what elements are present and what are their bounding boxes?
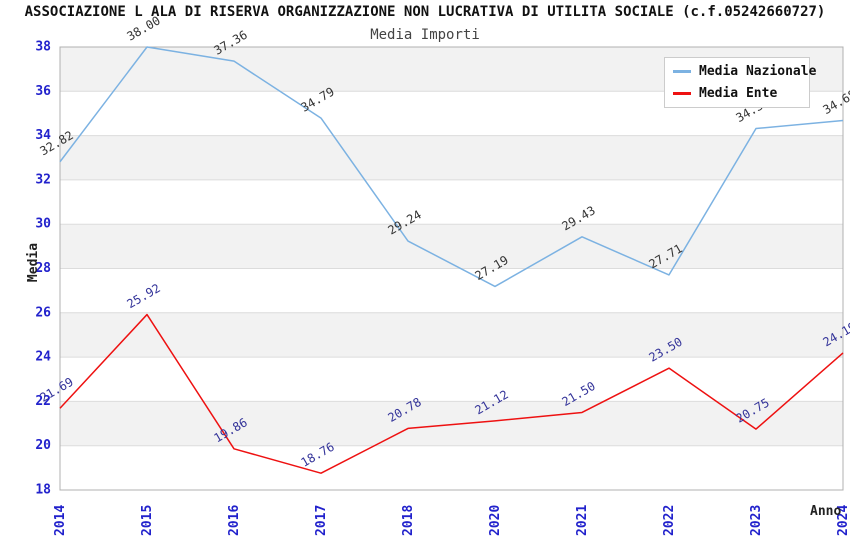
x-tick-label: 2021 bbox=[575, 505, 590, 536]
y-tick-label: 36 bbox=[35, 84, 51, 99]
x-tick-label: 2014 bbox=[53, 505, 68, 536]
legend-swatch-media-nazionale bbox=[673, 70, 691, 73]
chart-title: ASSOCIAZIONE L ALA DI RISERVA ORGANIZZAZ… bbox=[24, 4, 826, 20]
y-tick-label: 26 bbox=[35, 305, 51, 320]
plot-band bbox=[60, 179, 843, 225]
y-axis-title: Media bbox=[26, 242, 42, 283]
plot-border bbox=[59, 46, 844, 491]
legend-item-media-ente: Media Ente bbox=[673, 86, 801, 101]
x-tick-label: 2020 bbox=[488, 505, 503, 536]
legend-swatch-media-ente bbox=[673, 92, 691, 95]
legend-item-media-nazionale: Media Nazionale bbox=[673, 64, 816, 79]
y-tick-label: 22 bbox=[35, 394, 51, 409]
plot-band bbox=[60, 401, 843, 446]
y-tick-label: 20 bbox=[35, 438, 51, 453]
legend-label: Media Ente bbox=[699, 86, 778, 101]
x-tick-label: 2016 bbox=[227, 505, 242, 536]
data-label: 38.00 bbox=[125, 13, 163, 43]
x-tick-label: 2024 bbox=[836, 505, 850, 536]
series-line-media-ente bbox=[59, 313, 844, 474]
chart-subtitle: Media Importi bbox=[370, 27, 480, 43]
plot-band bbox=[60, 268, 843, 313]
y-tick-label: 18 bbox=[35, 483, 51, 498]
series-line-media-nazionale bbox=[59, 46, 844, 288]
x-tick-label: 2017 bbox=[314, 505, 329, 536]
plot-band bbox=[60, 445, 843, 490]
legend-label: Media Nazionale bbox=[699, 64, 817, 79]
plot-band bbox=[60, 224, 843, 269]
y-tick-label: 38 bbox=[35, 40, 51, 55]
chart-legend: Media Nazionale Media Ente bbox=[664, 57, 816, 108]
y-tick-label: 32 bbox=[35, 172, 51, 187]
y-tick-label: 34 bbox=[35, 128, 51, 143]
plot-band bbox=[60, 312, 843, 358]
plot-band bbox=[60, 135, 843, 180]
x-tick-label: 2022 bbox=[662, 505, 677, 536]
y-tick-label: 30 bbox=[35, 217, 51, 232]
x-tick-label: 2023 bbox=[749, 505, 764, 536]
x-tick-label: 2015 bbox=[140, 505, 155, 536]
y-tick-label: 28 bbox=[35, 261, 51, 276]
x-tick-label: 2018 bbox=[401, 505, 416, 536]
plot-band bbox=[60, 357, 843, 402]
y-tick-label: 24 bbox=[35, 350, 51, 365]
x-axis-title: Anno bbox=[810, 504, 842, 519]
